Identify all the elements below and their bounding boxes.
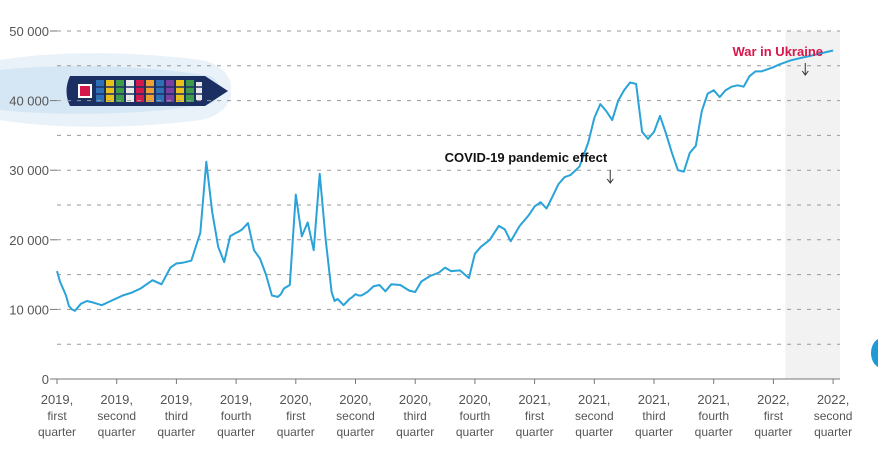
x-tick-label-year: 2021,	[578, 392, 611, 407]
x-tick-label-period: second	[814, 409, 853, 423]
x-tick-label-year: 2021,	[638, 392, 671, 407]
x-tick-label-quarter: quarter	[217, 425, 255, 439]
x-tick-label-period: third	[404, 409, 427, 423]
x-tick-label-period: fourth	[698, 409, 729, 423]
x-tick-label-quarter: quarter	[38, 425, 76, 439]
x-tick-label-quarter: quarter	[277, 425, 315, 439]
covid-arrow-icon	[606, 170, 614, 184]
y-tick-label: 10 000	[9, 302, 49, 317]
y-tick-label: 30 000	[9, 163, 49, 178]
x-tick-label-year: 2022,	[817, 392, 850, 407]
covid-annotation: COVID-19 pandemic effect	[445, 150, 608, 165]
x-tick-label-quarter: quarter	[336, 425, 374, 439]
y-tick-label: 0	[42, 372, 49, 387]
war-period-shade	[785, 31, 840, 379]
annotations: COVID-19 pandemic effect War in Ukraine	[445, 44, 823, 184]
y-tick-label: 40 000	[9, 94, 49, 109]
x-tick-label-year: 2022,	[757, 392, 790, 407]
war-annotation: War in Ukraine	[732, 44, 823, 59]
series-line	[56, 49, 834, 312]
x-tick-label-period: third	[165, 409, 188, 423]
x-tick-label-year: 2021,	[697, 392, 730, 407]
x-tick-label-period: second	[336, 409, 375, 423]
x-tick-label-quarter: quarter	[814, 425, 852, 439]
x-tick-label-period: fourth	[460, 409, 491, 423]
x-tick-label-quarter: quarter	[456, 425, 494, 439]
y-tick-label: 50 000	[9, 24, 49, 39]
x-tick-label-year: 2020,	[339, 392, 372, 407]
y-axis: 0 10 000 20 000 30 000 40 000 50 000	[9, 24, 57, 387]
x-tick-label-period: fourth	[221, 409, 252, 423]
x-tick-label-year: 2021,	[518, 392, 551, 407]
x-tick-label-period: second	[575, 409, 614, 423]
x-tick-label-period: first	[525, 409, 545, 423]
x-tick-label-year: 2020,	[280, 392, 313, 407]
x-tick-label-period: first	[47, 409, 67, 423]
x-tick-label-period: first	[286, 409, 306, 423]
x-tick-label-period: second	[97, 409, 136, 423]
war-arrow-icon	[801, 63, 809, 76]
x-tick-label-quarter: quarter	[98, 425, 136, 439]
x-tick-label-quarter: quarter	[635, 425, 673, 439]
y-tick-label: 20 000	[9, 233, 49, 248]
x-tick-label-quarter: quarter	[575, 425, 613, 439]
x-tick-label-year: 2020,	[459, 392, 492, 407]
x-tick-label-period: first	[764, 409, 784, 423]
x-tick-label-quarter: quarter	[157, 425, 195, 439]
decorative-circle	[871, 338, 878, 368]
x-tick-label-year: 2020,	[399, 392, 432, 407]
grid-lines	[57, 30, 840, 345]
x-tick-label-quarter: quarter	[396, 425, 434, 439]
x-tick-label-year: 2019,	[100, 392, 133, 407]
container-ship-icon	[0, 53, 231, 127]
x-tick-label-quarter: quarter	[754, 425, 792, 439]
x-tick-label-period: third	[642, 409, 665, 423]
x-axis: 2019, first quarter 2019, second quarter 2019,…	[38, 378, 853, 439]
x-tick-label-quarter: quarter	[516, 425, 554, 439]
x-tick-label-year: 2019,	[220, 392, 253, 407]
x-tick-label-year: 2019,	[41, 392, 74, 407]
x-tick-label-quarter: quarter	[695, 425, 733, 439]
x-tick-label-year: 2019,	[160, 392, 193, 407]
